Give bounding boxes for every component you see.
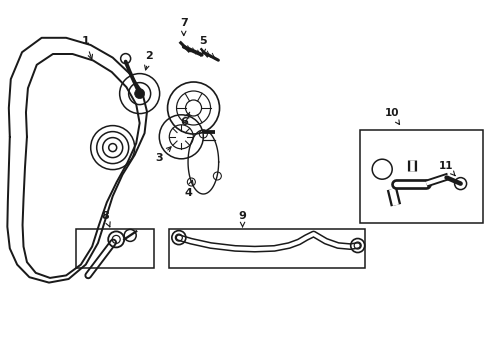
- Text: 5: 5: [199, 36, 207, 54]
- Text: 10: 10: [385, 108, 399, 125]
- Bar: [169, 229, 365, 268]
- Text: 6: 6: [180, 112, 190, 127]
- Text: 8: 8: [101, 211, 110, 227]
- Bar: [76, 229, 154, 268]
- Bar: [360, 130, 483, 223]
- Text: 7: 7: [180, 18, 188, 36]
- Text: 11: 11: [439, 161, 455, 176]
- Text: 4: 4: [185, 180, 193, 198]
- Text: 3: 3: [155, 147, 171, 163]
- Text: 2: 2: [145, 51, 153, 70]
- Text: 9: 9: [239, 211, 246, 227]
- Circle shape: [135, 89, 145, 99]
- Text: 1: 1: [82, 36, 93, 59]
